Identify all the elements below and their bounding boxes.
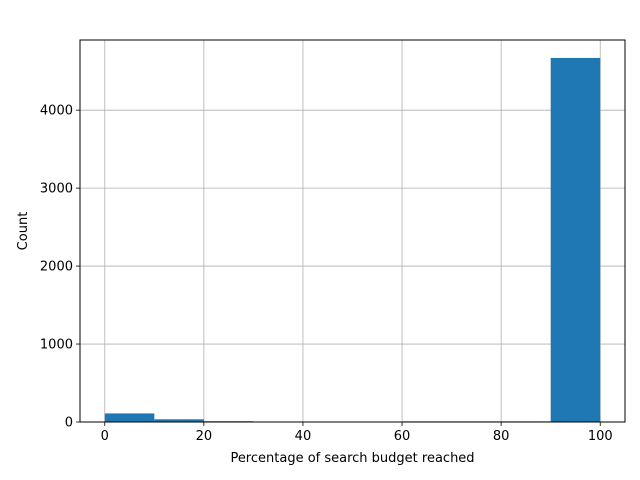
y-axis-label: Count [16,212,31,251]
histogram-bars [104,57,601,423]
x-tick-label: 100 [588,429,613,444]
histogram-bar [154,419,204,422]
plot-frame [79,39,626,423]
y-tick-label: 1000 [40,338,73,353]
histogram-bar [104,413,155,422]
x-tick-label: 40 [295,429,312,444]
y-tick-label: 0 [65,416,73,431]
x-tick-label: 0 [101,429,109,444]
x-tick-label: 20 [196,429,213,444]
histogram-bar [550,57,601,423]
x-tick-label: 60 [394,429,411,444]
y-tick-label: 2000 [40,260,73,275]
grid-lines [80,40,625,423]
x-tick-label: 80 [493,429,510,444]
x-axis-label: Percentage of search budget reached [230,451,474,466]
y-tick-label: 3000 [40,182,73,197]
y-tick-label: 4000 [40,104,73,119]
